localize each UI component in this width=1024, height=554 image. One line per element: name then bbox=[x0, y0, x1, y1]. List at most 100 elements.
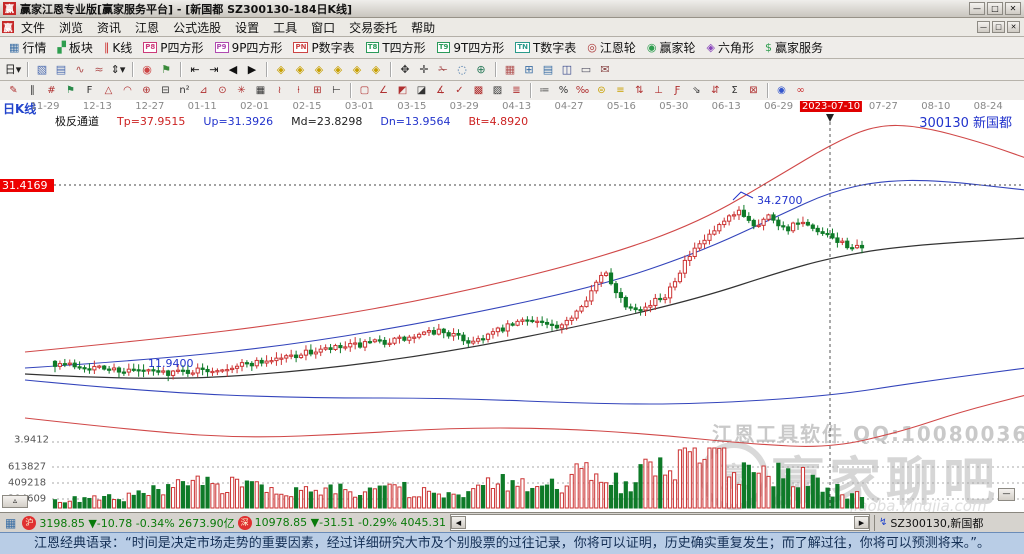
shaded-box-button[interactable]: ◪ bbox=[412, 83, 431, 98]
trend-down-button[interactable]: ⇘ bbox=[687, 83, 706, 98]
toolbar-button-板块[interactable]: ▞ 板块 bbox=[52, 38, 97, 57]
angle-ruler-button[interactable]: ⊿ bbox=[194, 83, 213, 98]
menu-item-2[interactable]: 浏览 bbox=[59, 20, 84, 35]
support-button[interactable]: ⊥ bbox=[649, 83, 668, 98]
printer-button[interactable]: ▭ bbox=[577, 61, 595, 78]
next-page-button[interactable]: ▶ bbox=[243, 61, 261, 78]
hand-tool-button[interactable]: ✥ bbox=[396, 61, 414, 78]
mdi-minimize-button[interactable]: — bbox=[977, 21, 990, 33]
calendar-button[interactable]: ▦ bbox=[501, 61, 519, 78]
notes-button[interactable]: ▤ bbox=[539, 61, 557, 78]
fibonacci-button[interactable]: F bbox=[80, 83, 99, 98]
wave-button[interactable]: ≈ bbox=[90, 61, 108, 78]
toolbar-button-赢家轮[interactable]: ◉ 赢家轮 bbox=[642, 38, 701, 57]
menu-item-9[interactable]: 交易委托 bbox=[349, 20, 398, 35]
shaded-fan-button[interactable]: ◩ bbox=[393, 83, 412, 98]
toolbar-button-赢家服务[interactable]: $ 赢家服务 bbox=[760, 38, 828, 57]
flag-tool-button[interactable]: ⚑ bbox=[61, 83, 80, 98]
toolbar-button-六角形[interactable]: ◈ 六角形 bbox=[702, 38, 759, 57]
gann-diamond-5-button[interactable]: ◈ bbox=[348, 61, 366, 78]
check-tool-button[interactable]: ✓ bbox=[450, 83, 469, 98]
horizontal-scrollbar[interactable]: ◀ ▶ bbox=[449, 514, 870, 531]
box-select-button[interactable]: ▢ bbox=[355, 83, 374, 98]
globe-button[interactable]: ⊕ bbox=[472, 61, 490, 78]
mdi-restore-button[interactable]: □ bbox=[992, 21, 1005, 33]
menu-item-10[interactable]: 帮助 bbox=[411, 20, 436, 35]
flags-button[interactable]: ⚑ bbox=[157, 61, 175, 78]
period-day-selector-button[interactable]: 日▾ bbox=[4, 61, 22, 78]
last-page-button[interactable]: ⇥ bbox=[205, 61, 223, 78]
kmark-button[interactable]: ≀ bbox=[270, 83, 289, 98]
levels-button[interactable]: ≡ bbox=[611, 83, 630, 98]
toolbar-button-江恩轮[interactable]: ◎ 江恩轮 bbox=[582, 38, 641, 57]
curve-button[interactable]: ∿ bbox=[71, 61, 89, 78]
maximize-button[interactable]: □ bbox=[987, 2, 1003, 15]
pane-splitter-button[interactable]: — bbox=[998, 488, 1015, 501]
scroll-right-button[interactable]: ▶ bbox=[854, 516, 869, 529]
calculator-button[interactable]: ⊞ bbox=[520, 61, 538, 78]
sum-button[interactable]: Σ bbox=[725, 83, 744, 98]
percent-button[interactable]: % bbox=[554, 83, 573, 98]
menu-item-5[interactable]: 公式选股 bbox=[173, 20, 222, 35]
close-button[interactable]: ✕ bbox=[1005, 2, 1021, 15]
layout-button[interactable]: ▧ bbox=[33, 61, 51, 78]
toolbar-button-T四方形[interactable]: T8 T四方形 bbox=[361, 38, 431, 57]
parallel-lines-button[interactable]: ∥ bbox=[23, 83, 42, 98]
mdi-close-button[interactable]: ✕ bbox=[1007, 21, 1020, 33]
updown-button[interactable]: ⇅ bbox=[630, 83, 649, 98]
menu-item-1[interactable]: 文件 bbox=[21, 20, 46, 35]
gann-angle-button[interactable]: △ bbox=[99, 83, 118, 98]
mail-button[interactable]: ✉ bbox=[596, 61, 614, 78]
gold-line-button[interactable]: Ƒ bbox=[668, 83, 687, 98]
circle-eq-button[interactable]: ⊜ bbox=[592, 83, 611, 98]
angle-tool-button[interactable]: ∡ bbox=[431, 83, 450, 98]
gann-diamond-1-button[interactable]: ◈ bbox=[272, 61, 290, 78]
market-grid-icon[interactable]: ▦ bbox=[5, 515, 17, 530]
gann-diamond-2-button[interactable]: ◈ bbox=[291, 61, 309, 78]
grid-fine-button[interactable]: ▩ bbox=[469, 83, 488, 98]
toolbar-button-P数字表[interactable]: PN P数字表 bbox=[288, 38, 359, 57]
gann-diamond-4-button[interactable]: ◈ bbox=[329, 61, 347, 78]
stats-button[interactable]: ≔ bbox=[535, 83, 554, 98]
fan-lines-button[interactable]: ∠ bbox=[374, 83, 393, 98]
toolbar-button-P四方形[interactable]: P8 P四方形 bbox=[138, 38, 208, 57]
bars-tool-button[interactable]: ⊟ bbox=[156, 83, 175, 98]
menu-item-3[interactable]: 资讯 bbox=[97, 20, 122, 35]
price-marks-button[interactable]: ⊞ bbox=[308, 83, 327, 98]
arc-tool-button[interactable]: ◠ bbox=[118, 83, 137, 98]
toolbar-button-T数字表[interactable]: TN T数字表 bbox=[510, 38, 581, 57]
trend-swap-button[interactable]: ⇵ bbox=[706, 83, 725, 98]
infinity-button[interactable]: ∞ bbox=[791, 83, 810, 98]
starburst-button[interactable]: ✳ bbox=[232, 83, 251, 98]
first-page-button[interactable]: ⇤ bbox=[186, 61, 204, 78]
cycle-circle-button[interactable]: ⊕ bbox=[137, 83, 156, 98]
toolbar-button-9P四方形[interactable]: P9 9P四方形 bbox=[210, 38, 288, 57]
prev-page-button[interactable]: ◀ bbox=[224, 61, 242, 78]
multi-line-button[interactable]: ≣ bbox=[507, 83, 526, 98]
time-ruler-button[interactable]: ⊢ bbox=[327, 83, 346, 98]
scale-selector-button[interactable]: ⇕▾ bbox=[109, 61, 127, 78]
toolbar-button-行情[interactable]: ▦ 行情 bbox=[4, 38, 51, 57]
price-grid-button[interactable]: # bbox=[42, 83, 61, 98]
magnifier-button[interactable]: ◌ bbox=[453, 61, 471, 78]
menu-item-8[interactable]: 窗口 bbox=[311, 20, 336, 35]
collapse-pane-button[interactable]: ▵ bbox=[2, 495, 28, 508]
menu-item-7[interactable]: 工具 bbox=[273, 20, 298, 35]
permille-button[interactable]: ‰ bbox=[573, 83, 592, 98]
gann-diamond-6-button[interactable]: ◈ bbox=[367, 61, 385, 78]
minimize-button[interactable]: — bbox=[969, 2, 985, 15]
toolbar-button-K线[interactable]: ∥ K线 bbox=[99, 38, 137, 57]
scissors-button[interactable]: ✁ bbox=[434, 61, 452, 78]
target-button[interactable]: ◉ bbox=[138, 61, 156, 78]
taiji-button[interactable]: ◉ bbox=[772, 83, 791, 98]
toolbar-button-9T四方形[interactable]: T9 9T四方形 bbox=[432, 38, 510, 57]
mdi-child-icon[interactable]: 赢 bbox=[2, 21, 14, 34]
menu-item-4[interactable]: 江恩 bbox=[135, 20, 160, 35]
gann-diamond-3-button[interactable]: ◈ bbox=[310, 61, 328, 78]
n2-tool-button[interactable]: n² bbox=[175, 83, 194, 98]
scroll-left-button[interactable]: ◀ bbox=[450, 516, 466, 529]
crosshair-tool-button[interactable]: ✛ bbox=[415, 61, 433, 78]
save-button[interactable]: ◫ bbox=[558, 61, 576, 78]
grid-hatch-button[interactable]: ▨ bbox=[488, 83, 507, 98]
pencil-tool-button[interactable]: ✎ bbox=[4, 83, 23, 98]
